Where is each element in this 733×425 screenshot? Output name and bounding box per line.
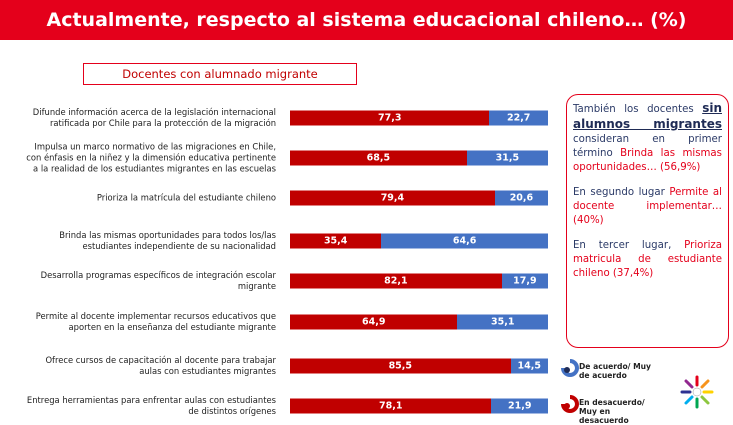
category-label: Ofrece cursos de capacitación al docente… (45, 355, 276, 376)
bar: 20,6 (494, 190, 548, 206)
note-highlight: Permite al docente implementar… (40%) (573, 187, 723, 226)
bar: 79,4 (290, 190, 495, 206)
value-label: 79,4 (380, 192, 405, 204)
note-text: También los docentes (573, 104, 703, 115)
legend-icon (561, 395, 579, 413)
note-highlight: Prioriza matricula de estudiante chileno… (573, 240, 722, 279)
bar: 64,6 (381, 233, 548, 249)
note-text: consideran en primer término (573, 134, 722, 159)
bar: 35,4 (290, 233, 382, 249)
note-text: En segundo lugar (573, 187, 670, 198)
value-label: 77,3 (377, 112, 402, 124)
title-bar (0, 0, 733, 40)
bar: 77,3 (290, 110, 490, 126)
bar: 21,9 (491, 398, 548, 414)
value-label: 64,6 (452, 235, 477, 247)
legend-label: De acuerdo/ Muy de acuerdo (579, 362, 652, 380)
value-label: 78,1 (379, 400, 403, 412)
bar: 82,1 (290, 273, 502, 289)
category-label: Prioriza la matrícula del estudiante chi… (96, 192, 276, 203)
bar: 17,9 (501, 273, 548, 289)
value-label: 22,7 (506, 112, 531, 124)
bar: 85,5 (290, 358, 511, 374)
bar: 22,7 (489, 110, 548, 126)
bar: 35,1 (457, 314, 548, 330)
value-label: 64,9 (361, 316, 386, 328)
value-label: 85,5 (388, 360, 413, 372)
logo (680, 375, 714, 409)
bar: 68,5 (290, 150, 467, 166)
chart-title: Actualmente, respecto al sistema educaci… (46, 9, 687, 31)
value-label: 20,6 (509, 192, 534, 204)
bar: 31,5 (466, 150, 548, 166)
category-label: Impulsa un marco normativo de las migrac… (26, 141, 276, 174)
note-emphasis: sin alumnos migrantes (573, 101, 722, 131)
value-label: 17,9 (513, 275, 537, 287)
note-highlight: Brinda las mismas oportunidades… (56,9%) (573, 148, 722, 173)
value-label: 35,1 (490, 316, 515, 328)
category-label: Desarrolla programas específicos de inte… (40, 270, 276, 291)
value-label: 82,1 (384, 275, 408, 287)
note-text: En tercer lugar, (573, 240, 685, 251)
note-paragraph: También los docentes sin alumnos migrant… (573, 101, 722, 175)
legend-icon-dot (564, 367, 570, 373)
legend-icon-dot (564, 403, 570, 409)
bar: 78,1 (290, 398, 492, 414)
category-label: Brinda las mismas oportunidades para tod… (59, 230, 276, 251)
subtitle: Docentes con alumnado migrante (83, 63, 357, 85)
value-label: 68,5 (366, 152, 391, 164)
value-label: 31,5 (495, 152, 520, 164)
legend-icon (561, 359, 579, 377)
note-paragraph: En segundo lugar Permite al docente impl… (573, 186, 722, 228)
value-label: 35,4 (323, 235, 348, 247)
value-label: 21,9 (508, 400, 532, 412)
legend-label: En desacuerdo/ Muy en desacuerdo (579, 398, 645, 425)
bar: 14,5 (510, 358, 548, 374)
category-label: Permite al docente implementar recursos … (35, 311, 276, 332)
bar: 64,9 (290, 314, 458, 330)
category-label: Difunde información acerca de la legisla… (32, 107, 276, 128)
note-paragraph: En tercer lugar, Prioriza matricula de e… (573, 239, 722, 281)
category-label: Entrega herramientas para enfrentar aula… (26, 395, 276, 416)
value-label: 14,5 (517, 360, 541, 372)
side-note: También los docentes sin alumnos migrant… (566, 94, 729, 348)
